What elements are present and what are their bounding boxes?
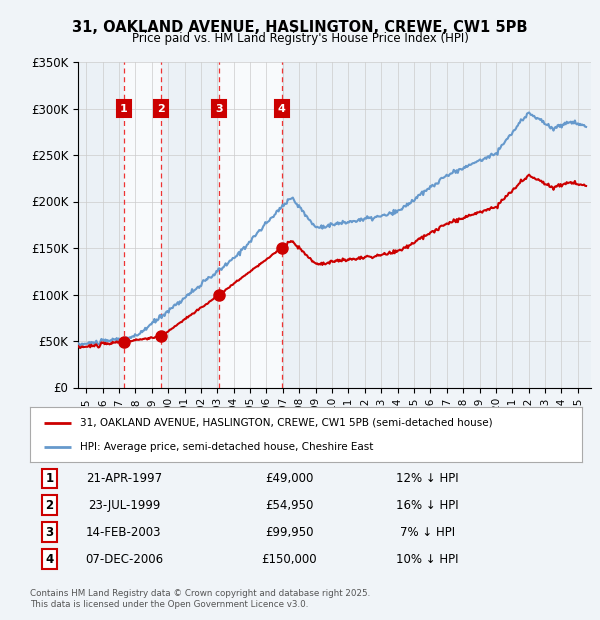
Text: £54,950: £54,950 xyxy=(265,498,314,511)
Text: 7% ↓ HPI: 7% ↓ HPI xyxy=(400,526,455,539)
Text: 14-FEB-2003: 14-FEB-2003 xyxy=(86,526,161,539)
Text: 31, OAKLAND AVENUE, HASLINGTON, CREWE, CW1 5PB: 31, OAKLAND AVENUE, HASLINGTON, CREWE, C… xyxy=(72,20,528,35)
Text: 12% ↓ HPI: 12% ↓ HPI xyxy=(396,472,459,485)
Text: £99,950: £99,950 xyxy=(265,526,314,539)
Text: £49,000: £49,000 xyxy=(265,472,314,485)
Text: 3: 3 xyxy=(45,526,53,539)
Text: 07-DEC-2006: 07-DEC-2006 xyxy=(85,552,163,565)
Text: 23-JUL-1999: 23-JUL-1999 xyxy=(88,498,160,511)
Text: Contains HM Land Registry data © Crown copyright and database right 2025.: Contains HM Land Registry data © Crown c… xyxy=(30,589,370,598)
Text: This data is licensed under the Open Government Licence v3.0.: This data is licensed under the Open Gov… xyxy=(30,600,308,609)
Text: 2: 2 xyxy=(45,498,53,511)
Text: 2: 2 xyxy=(157,104,165,113)
Text: 4: 4 xyxy=(278,104,286,113)
Bar xyxy=(161,62,219,388)
Text: 16% ↓ HPI: 16% ↓ HPI xyxy=(396,498,459,511)
Text: 3: 3 xyxy=(215,104,223,113)
Text: £150,000: £150,000 xyxy=(262,552,317,565)
Text: Price paid vs. HM Land Registry's House Price Index (HPI): Price paid vs. HM Land Registry's House … xyxy=(131,32,469,45)
Text: 10% ↓ HPI: 10% ↓ HPI xyxy=(396,552,458,565)
Text: 21-APR-1997: 21-APR-1997 xyxy=(86,472,162,485)
Bar xyxy=(219,62,281,388)
Bar xyxy=(281,62,591,388)
Bar xyxy=(124,62,161,388)
Bar xyxy=(78,62,124,388)
Text: HPI: Average price, semi-detached house, Cheshire East: HPI: Average price, semi-detached house,… xyxy=(80,441,373,451)
Text: 1: 1 xyxy=(120,104,128,113)
Text: 4: 4 xyxy=(45,552,53,565)
Text: 1: 1 xyxy=(45,472,53,485)
Text: 31, OAKLAND AVENUE, HASLINGTON, CREWE, CW1 5PB (semi-detached house): 31, OAKLAND AVENUE, HASLINGTON, CREWE, C… xyxy=(80,418,493,428)
